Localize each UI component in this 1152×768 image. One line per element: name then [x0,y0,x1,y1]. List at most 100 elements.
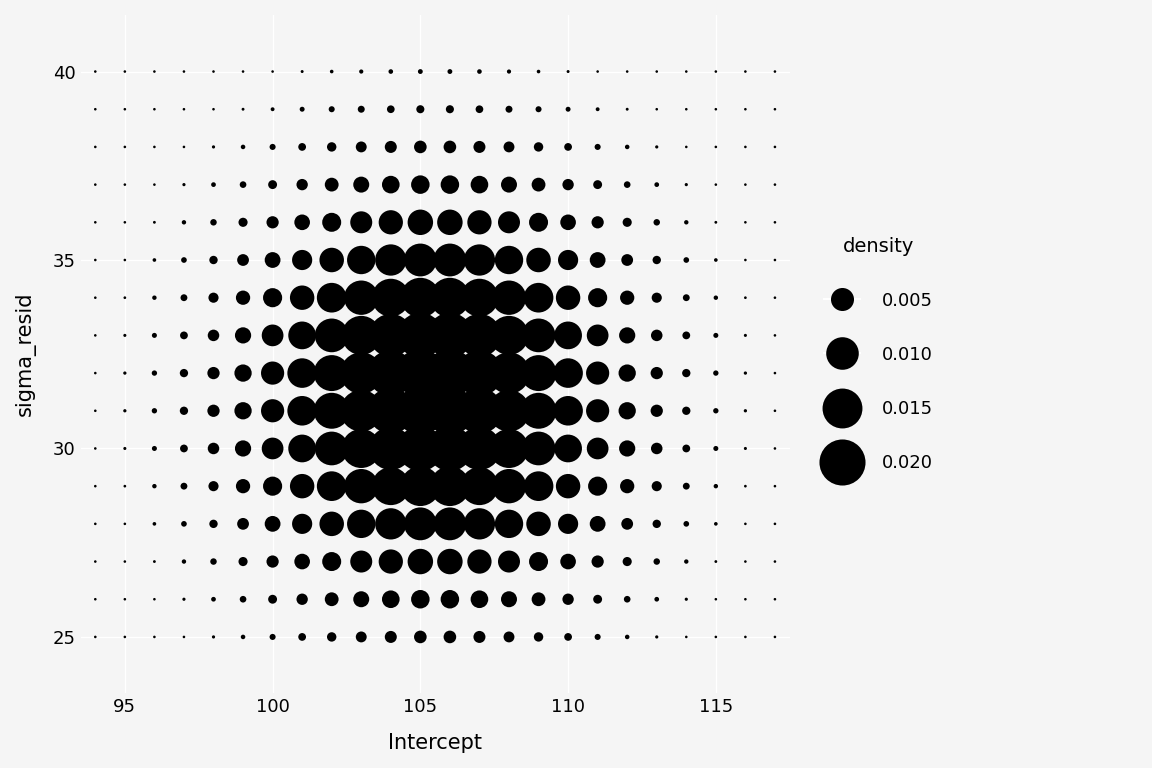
Point [411,405,430,417]
Point [500,405,518,417]
Point [736,329,755,342]
Point [766,593,785,605]
Point [529,216,547,228]
Point [529,442,547,455]
Point [706,292,725,304]
Point [353,141,371,153]
Point [115,593,134,605]
Point [500,480,518,492]
Point [411,593,430,605]
Point [441,65,460,78]
Point [529,367,547,379]
Point [293,367,311,379]
Point [589,178,607,190]
Point [234,329,252,342]
Point [677,555,696,568]
Point [234,518,252,530]
Point [86,593,105,605]
Point [617,65,636,78]
Point [500,631,518,643]
Point [145,254,164,266]
Point [441,254,460,266]
Point [441,367,460,379]
Point [353,178,371,190]
Legend: 0.005, 0.010, 0.015, 0.020: 0.005, 0.010, 0.015, 0.020 [806,218,950,490]
Point [766,555,785,568]
Point [381,555,400,568]
Point [175,555,194,568]
Point [736,555,755,568]
Point [766,178,785,190]
Point [706,593,725,605]
Point [353,367,371,379]
Point [589,292,607,304]
Point [353,631,371,643]
Point [617,178,636,190]
Point [145,178,164,190]
Point [293,405,311,417]
Point [411,442,430,455]
Point [381,593,400,605]
Point [500,292,518,304]
Point [706,555,725,568]
Point [293,292,311,304]
Point [736,292,755,304]
Point [706,254,725,266]
Point [381,141,400,153]
Point [175,405,194,417]
Point [589,442,607,455]
Point [234,292,252,304]
Point [677,480,696,492]
Point [766,103,785,115]
Point [234,405,252,417]
Point [706,329,725,342]
Point [381,216,400,228]
Point [175,254,194,266]
Point [677,103,696,115]
Point [234,254,252,266]
Point [145,216,164,228]
Point [264,518,282,530]
Point [175,103,194,115]
Point [617,254,636,266]
Point [353,442,371,455]
Point [115,329,134,342]
Point [264,631,282,643]
Point [529,254,547,266]
Point [293,329,311,342]
Point [766,480,785,492]
Point [234,442,252,455]
Point [234,593,252,605]
Point [204,518,222,530]
Point [145,65,164,78]
Point [204,480,222,492]
Point [86,216,105,228]
Point [736,405,755,417]
Point [559,216,577,228]
Point [589,216,607,228]
Point [145,329,164,342]
Point [204,405,222,417]
Point [559,329,577,342]
Point [736,254,755,266]
Point [323,518,341,530]
Point [617,480,636,492]
Point [115,631,134,643]
Point [706,216,725,228]
Point [559,518,577,530]
Point [234,367,252,379]
Point [500,254,518,266]
Point [293,103,311,115]
Point [353,555,371,568]
Point [470,292,488,304]
Point [86,65,105,78]
Point [677,442,696,455]
Point [264,254,282,266]
Point [86,103,105,115]
Point [470,367,488,379]
Point [441,216,460,228]
Point [766,442,785,455]
Point [293,480,311,492]
Point [381,367,400,379]
Point [175,442,194,455]
